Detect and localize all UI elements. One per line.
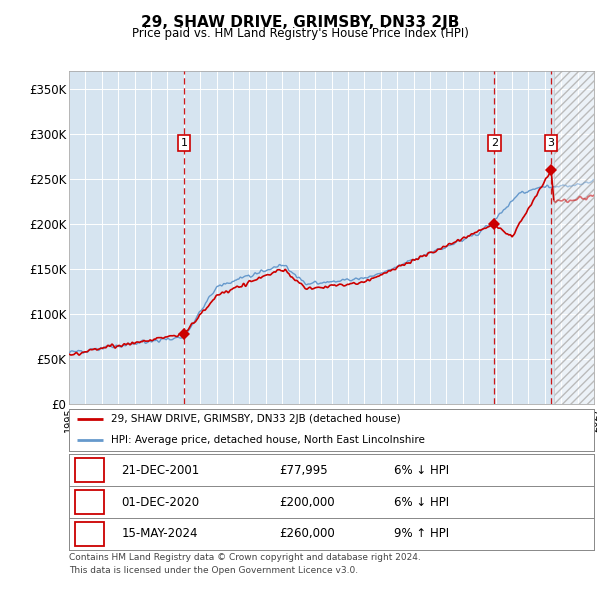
Bar	[554, 62, 594, 404]
Text: 6% ↓ HPI: 6% ↓ HPI	[395, 496, 449, 509]
Text: 3: 3	[86, 527, 93, 540]
Text: 15-MAY-2024: 15-MAY-2024	[121, 527, 198, 540]
Text: 1: 1	[86, 464, 93, 477]
Text: Contains HM Land Registry data © Crown copyright and database right 2024.: Contains HM Land Registry data © Crown c…	[69, 553, 421, 562]
Text: 21-DEC-2001: 21-DEC-2001	[121, 464, 200, 477]
Text: Price paid vs. HM Land Registry's House Price Index (HPI): Price paid vs. HM Land Registry's House …	[131, 27, 469, 40]
Text: 1: 1	[181, 138, 187, 148]
Text: 2: 2	[86, 496, 93, 509]
Text: 2: 2	[491, 138, 498, 148]
Text: 6% ↓ HPI: 6% ↓ HPI	[395, 464, 449, 477]
Text: £260,000: £260,000	[279, 527, 335, 540]
Text: £200,000: £200,000	[279, 496, 335, 509]
Text: 9% ↑ HPI: 9% ↑ HPI	[395, 527, 449, 540]
Text: This data is licensed under the Open Government Licence v3.0.: This data is licensed under the Open Gov…	[69, 566, 358, 575]
FancyBboxPatch shape	[76, 458, 104, 483]
Text: £77,995: £77,995	[279, 464, 328, 477]
FancyBboxPatch shape	[76, 522, 104, 546]
Text: HPI: Average price, detached house, North East Lincolnshire: HPI: Average price, detached house, Nort…	[111, 435, 425, 445]
Text: 29, SHAW DRIVE, GRIMSBY, DN33 2JB: 29, SHAW DRIVE, GRIMSBY, DN33 2JB	[141, 15, 459, 30]
Text: 29, SHAW DRIVE, GRIMSBY, DN33 2JB (detached house): 29, SHAW DRIVE, GRIMSBY, DN33 2JB (detac…	[111, 414, 401, 424]
Text: 3: 3	[548, 138, 554, 148]
Bar	[554, 62, 594, 404]
Text: 01-DEC-2020: 01-DEC-2020	[121, 496, 200, 509]
FancyBboxPatch shape	[76, 490, 104, 514]
